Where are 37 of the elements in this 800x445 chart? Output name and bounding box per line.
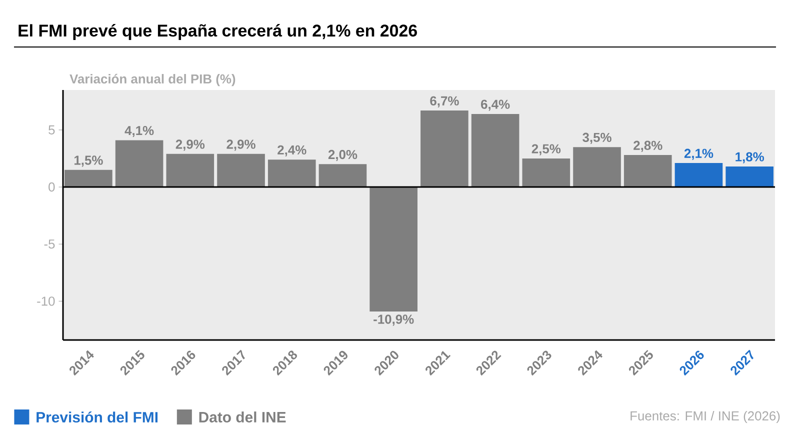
- y-tick-label: -5: [44, 240, 55, 249]
- legend-label: Dato del INE: [199, 412, 286, 422]
- bar: [370, 187, 418, 312]
- data-label: 2,0%: [328, 150, 358, 161]
- y-tick-label: -10: [37, 296, 55, 306]
- source-note: Fuentes: FMI / INE (2026): [630, 410, 780, 424]
- data-label: 6,4%: [481, 100, 510, 111]
- data-label: -10,9%: [374, 314, 414, 326]
- bar: [420, 110, 468, 188]
- bar: [268, 160, 316, 188]
- bar: [624, 155, 672, 188]
- y-axis-title: Variación anual del PIB (%): [70, 74, 236, 86]
- bar: [726, 166, 774, 188]
- data-label: 2,5%: [532, 144, 561, 156]
- bar: [166, 154, 214, 188]
- data-label: 2,4%: [278, 145, 306, 156]
- bar: [115, 140, 164, 188]
- bar: [64, 170, 112, 188]
- y-tick-label: 0: [48, 182, 55, 192]
- data-label: 2,1%: [684, 148, 714, 160]
- data-label: 2,9%: [226, 140, 256, 151]
- bar: [573, 147, 621, 188]
- data-label: 1,5%: [74, 156, 103, 167]
- bar: [471, 114, 520, 188]
- bar: [674, 163, 723, 188]
- data-label: 1,8%: [736, 152, 764, 164]
- y-tick-label: 5: [48, 125, 55, 134]
- bar: [522, 158, 570, 188]
- data-label: 2,9%: [176, 140, 205, 151]
- bar: [318, 164, 367, 188]
- chart-title: El FMI prevé que España crecerá un 2,1% en 2026: [18, 24, 417, 40]
- bar: [217, 154, 265, 188]
- legend-label: Previsión del FMI: [36, 411, 158, 423]
- data-label: 6,7%: [430, 96, 459, 108]
- data-label: 2,8%: [634, 140, 662, 152]
- data-label: 3,5%: [582, 132, 612, 144]
- data-label: 4,1%: [124, 126, 154, 138]
